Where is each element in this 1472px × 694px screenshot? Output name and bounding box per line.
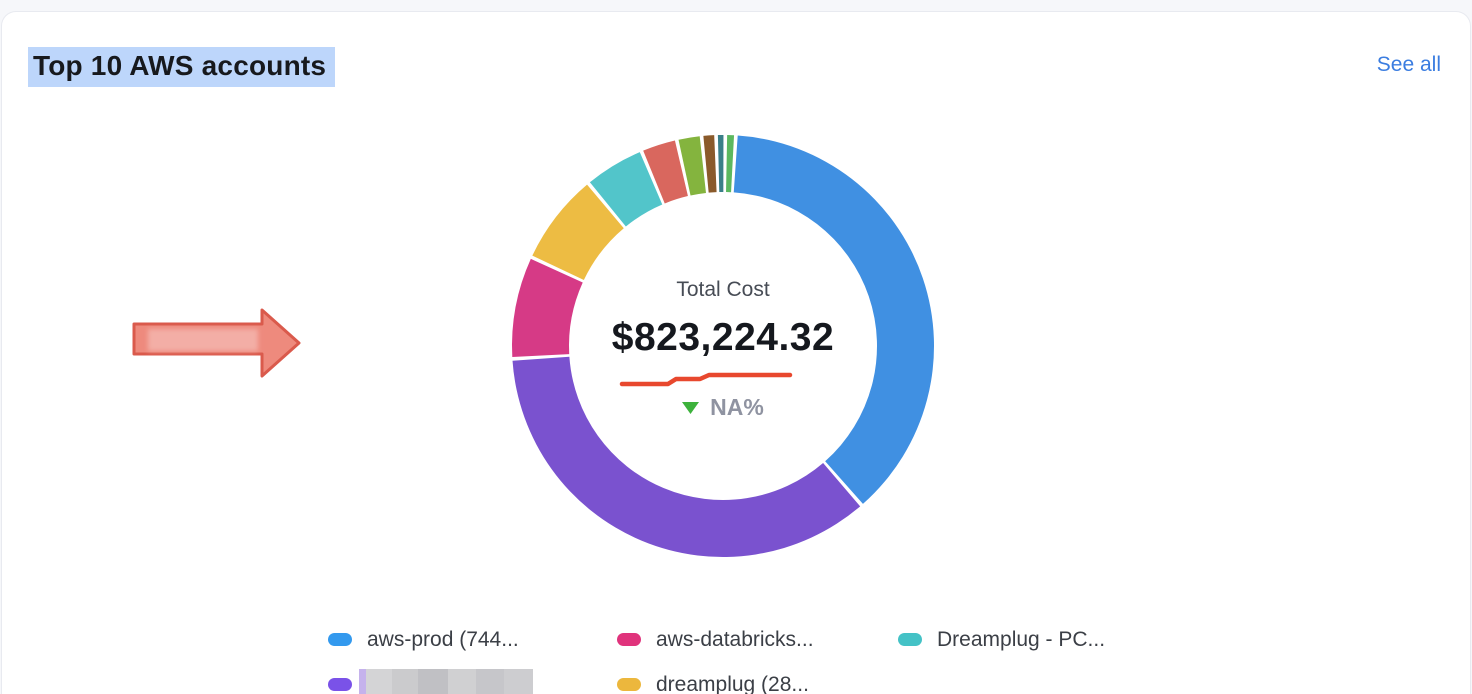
legend-item-aws-prod[interactable]: aws-prod (744... (328, 628, 617, 652)
legend-label: dreamplug (28... (656, 672, 809, 694)
see-all-link[interactable]: See all (1376, 53, 1441, 76)
legend-item-dreamplug[interactable]: dreamplug (28... (617, 673, 898, 694)
legend-label: Dreamplug - PC... (937, 627, 1106, 651)
legend-swatch (898, 633, 922, 646)
arrow-redacted-text (148, 329, 258, 351)
donut-segment-9[interactable] (717, 134, 724, 193)
redaction-strip (359, 668, 366, 694)
legend-item-dreamplug-pc[interactable]: Dreamplug - PC... (898, 628, 1228, 652)
widget-title: Top 10 AWS accounts (28, 47, 336, 87)
donut-segment-8[interactable] (703, 135, 717, 193)
legend-item-aws-databricks[interactable]: aws-databricks... (617, 628, 898, 652)
legend-swatch (328, 633, 352, 646)
donut-segment-1[interactable] (733, 135, 935, 504)
donut-segment-3[interactable] (511, 258, 583, 358)
donut-segment-7[interactable] (678, 136, 706, 196)
donut-segment-4[interactable] (532, 184, 624, 280)
donut-segment-10[interactable] (726, 135, 735, 193)
donut-chart (511, 134, 935, 557)
donut-segment-2[interactable] (512, 356, 861, 557)
donut-segment-5[interactable] (589, 152, 663, 227)
redaction-mosaic (366, 668, 533, 694)
redacted-label (359, 668, 533, 694)
legend-swatch (617, 633, 641, 646)
legend-label: aws-databricks... (656, 627, 814, 651)
legend-label: aws-prod (744... (367, 627, 519, 651)
legend-item-redacted[interactable] (328, 665, 617, 694)
chart-legend: aws-prod (744... aws-databricks... Dream… (328, 617, 1228, 694)
legend-swatch (617, 678, 641, 691)
legend-swatch (328, 678, 352, 691)
donut-segment-6[interactable] (643, 140, 688, 204)
red-arrow-annotation (132, 308, 301, 378)
